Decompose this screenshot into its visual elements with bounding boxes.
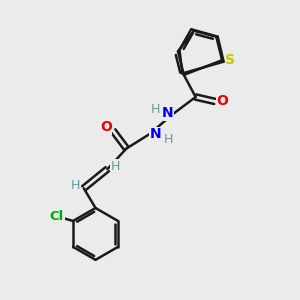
Text: O: O (216, 94, 228, 108)
Text: S: S (225, 53, 236, 67)
Text: Cl: Cl (50, 210, 64, 223)
Text: H: H (164, 133, 173, 146)
Text: H: H (71, 179, 80, 192)
Text: O: O (100, 120, 112, 134)
Text: H: H (150, 103, 160, 116)
Text: N: N (162, 106, 173, 120)
Text: N: N (149, 128, 161, 141)
Text: H: H (111, 160, 120, 173)
